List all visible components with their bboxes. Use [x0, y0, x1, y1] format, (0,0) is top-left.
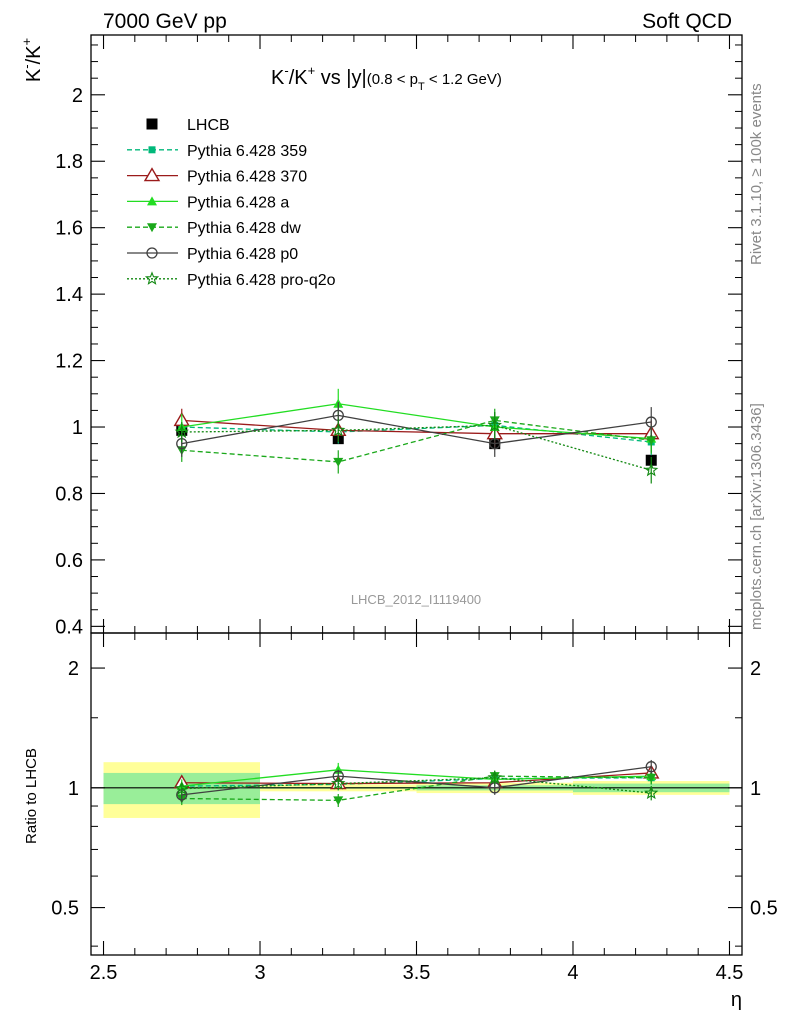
ratio-ytick-label-right: 0.5	[750, 898, 778, 920]
ratio-point-pythia-6-428-pro-q2o	[487, 770, 502, 784]
data-point-pythia-6-428-p0	[645, 416, 657, 428]
analysis-watermark: LHCB_2012_I1119400	[351, 592, 481, 607]
ratio-ytick-label-right: 1	[750, 778, 761, 800]
legend-label-pythia-6-428-pro-q2o: Pythia 6.428 pro-q2o	[187, 272, 336, 289]
main-title: K-/K+ vs |y|(0.8 < pT < 1.2 GeV)	[271, 63, 502, 93]
ratio-point-pythia-6-428-pro-q2o	[331, 776, 346, 790]
main-ytick-label: 2	[72, 85, 83, 107]
side-label-rivet: Rivet 3.1.10, ≥ 100k events	[748, 83, 765, 265]
series-line-pythia-6-428-p0	[181, 414, 652, 445]
data-point-pythia-6-428-dw	[333, 457, 344, 467]
ratio-ytick-label: 2	[68, 658, 79, 680]
legend: LHCB Pythia 6.428 359 Pythia 6.428 370 Pyth…	[127, 117, 336, 289]
ratio-plot	[91, 759, 742, 818]
x-axis-label: η	[731, 989, 742, 1011]
legend-label-pythia-6-428-370: Pythia 6.428 370	[187, 169, 307, 186]
series-line-pythia-6-428-a	[181, 403, 652, 440]
ratio-ytick-label: 0.5	[51, 898, 79, 920]
xtick-label: 2.5	[90, 962, 118, 984]
data-point-pythia-6-428-pro-q2o	[331, 422, 346, 437]
legend-label-pythia-6-428-p0: Pythia 6.428 p0	[187, 246, 298, 263]
side-label-mcplots: mcplots.cern.ch [arXiv:1306.3436]	[748, 403, 765, 630]
main-ytick-label: 1.2	[55, 351, 83, 373]
xtick-label: 3	[254, 962, 265, 984]
ratio-point-pythia-6-428-pro-q2o	[644, 785, 659, 800]
main-ylabel: K-/K+	[19, 38, 45, 82]
ratio-point-pythia-6-428-pro-q2o	[174, 781, 189, 795]
ratio-ytick-label: 1	[68, 778, 79, 800]
legend-marker-pythia-6-428-dw	[147, 223, 157, 233]
main-ytick-label: 0.4	[55, 616, 83, 638]
main-ytick-label: 1.4	[55, 284, 83, 306]
data-point-pythia-6-428-dw	[646, 436, 657, 446]
legend-marker-pythia-6-428-pro-q2o	[144, 271, 160, 285]
ratio-line-pythia-6-428-p0	[181, 766, 652, 796]
legend-label-pythia-6-428-359: Pythia 6.428 359	[187, 143, 307, 160]
legend-marker-pythia-6-428-a	[147, 196, 157, 206]
main-ytick-label: 0.6	[55, 550, 83, 572]
legend-marker-pythia-6-428-359	[148, 146, 156, 154]
plot-frames: 0.4 0.6 0.8 1 1.2 1.4 1.6 1.8 2 2.5 3 3.5 4 4.5 0.5 0.5…	[51, 34, 778, 984]
main-plot	[173, 388, 660, 484]
xtick-label: 4	[567, 962, 578, 984]
ratio-point-pythia-6-428-dw	[333, 796, 344, 806]
legend-label-pythia-6-428-dw: Pythia 6.428 dw	[187, 220, 301, 237]
legend-marker-pythia-6-428-370	[143, 167, 161, 182]
legend-label-pythia-6-428-a: Pythia 6.428 a	[187, 194, 289, 211]
data-point-pythia-6-428-pro-q2o	[644, 462, 659, 477]
xtick-label: 4.5	[716, 962, 744, 984]
main-ytick-label: 1.6	[55, 218, 83, 240]
series-line-pythia-6-428-dw	[181, 419, 652, 463]
series-line-pythia-6-428-370	[181, 419, 652, 435]
ratio-ylabel: Ratio to LHCB	[23, 748, 40, 844]
data-point-pythia-6-428-pro-q2o	[174, 424, 189, 439]
header-left: 7000 GeV pp	[103, 10, 227, 33]
legend-label-lhcb: LHCB	[187, 117, 230, 134]
ratio-ytick-label-right: 2	[750, 658, 761, 680]
main-ytick-label: 1	[72, 417, 83, 439]
ratio-point-pythia-6-428-p0	[645, 761, 657, 773]
xtick-label: 3.5	[403, 962, 431, 984]
main-ytick-label: 0.8	[55, 483, 83, 505]
main-ytick-label: 1.8	[55, 151, 83, 173]
header-right: Soft QCD	[642, 10, 732, 33]
ratio-point-pythia-6-428-dw	[646, 773, 657, 783]
legend-marker-lhcb	[146, 118, 158, 130]
data-point-pythia-6-428-pro-q2o	[487, 417, 502, 432]
legend-marker-pythia-6-428-p0	[146, 247, 158, 259]
series-line-pythia-6-428-359	[181, 424, 652, 443]
